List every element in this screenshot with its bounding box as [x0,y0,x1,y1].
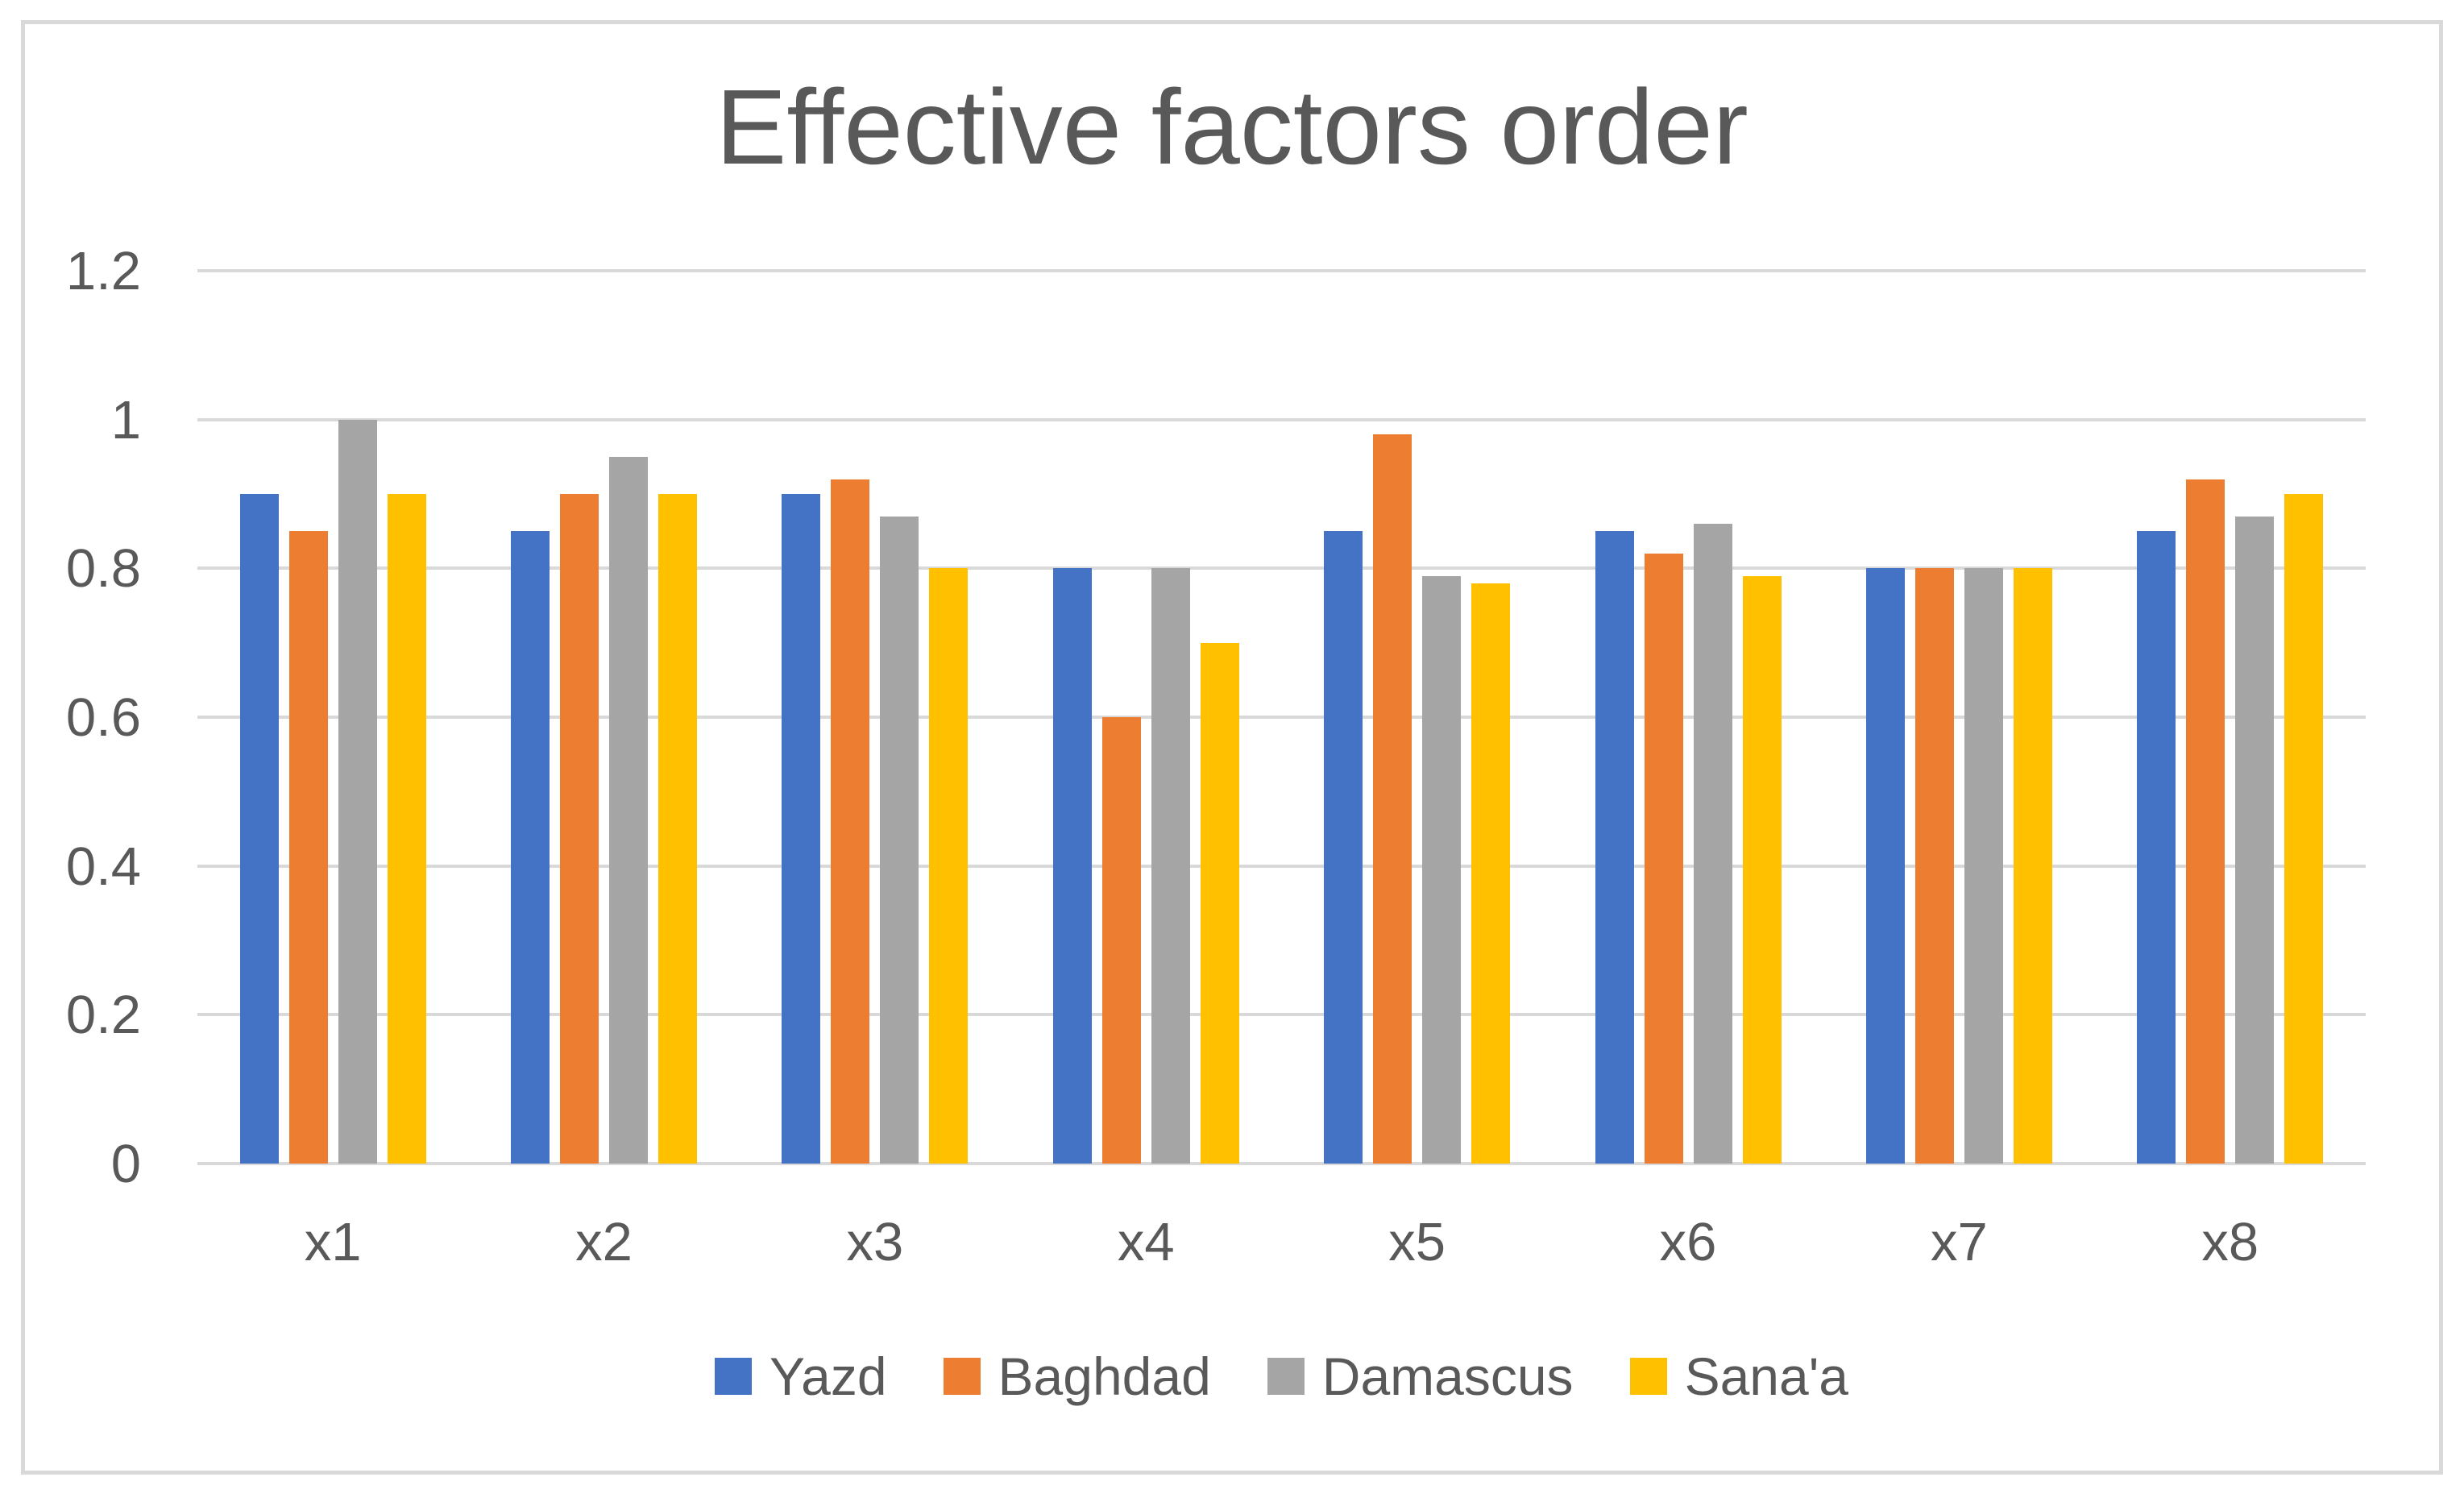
bar-sanaa-x5 [1471,583,1511,1164]
plot-area [197,269,2366,1165]
bar-sanaa-x2 [658,494,698,1164]
bar-damascus-x3 [880,516,919,1164]
xtick-label-x5: x5 [1388,1212,1446,1272]
bar-damascus-x2 [609,456,649,1164]
xtick-label-x1: x1 [304,1212,362,1272]
legend-swatch-baghdad [943,1358,981,1395]
bar-sanaa-x4 [1200,642,1239,1164]
bar-yazd-x5 [1324,531,1363,1164]
legend-swatch-sanaa [1629,1358,1667,1395]
bar-group-x2 [468,271,739,1164]
bar-group-x1 [197,271,468,1164]
bar-baghdad-x8 [2186,479,2225,1164]
legend: Yazd Baghdad Damascus Sana'a [197,1339,2366,1413]
xtick-label-x7: x7 [1931,1212,1988,1272]
xtick-label-x3: x3 [846,1212,904,1272]
bar-damascus-x4 [1151,568,1190,1164]
bar-yazd-x3 [782,494,821,1164]
bar-sanaa-x6 [1742,575,1782,1164]
bar-baghdad-x2 [560,494,599,1164]
bar-group-x4 [1010,271,1281,1164]
gridline-y-1.2 [197,269,2366,272]
ytick-label-0: 0 [110,1134,141,1194]
x-axis-line [197,1162,2366,1165]
bar-group-x7 [1823,271,2094,1164]
ytick-label-1.2: 1.2 [65,241,141,301]
legend-item-sanaa: Sana'a [1629,1339,1849,1413]
bar-damascus-x6 [1693,523,1732,1164]
xtick-label-x4: x4 [1117,1212,1175,1272]
legend-item-baghdad: Baghdad [943,1339,1211,1413]
legend-label: Baghdad [998,1346,1211,1406]
bar-baghdad-x1 [288,531,328,1164]
bar-yazd-x4 [1052,568,1092,1164]
bar-yazd-x2 [511,531,550,1164]
gridline-y-0.2 [197,1013,2366,1017]
bar-group-x8 [2095,271,2366,1164]
gridline-y-0.6 [197,716,2366,719]
xtick-label-x6: x6 [1659,1212,1717,1272]
bar-yazd-x6 [1595,531,1634,1164]
legend-swatch-yazd [714,1358,752,1395]
ytick-label-1: 1 [110,389,141,450]
gridline-y-0.8 [197,566,2366,571]
bar-damascus-x8 [2235,516,2275,1164]
y-axis-tick-labels: 1.2 1 0.8 0.6 0.4 0.2 0 [0,244,141,1191]
xtick-label-x8: x8 [2201,1212,2259,1272]
gridline-y-1 [197,417,2366,421]
legend-label: Damascus [1321,1346,1574,1406]
bar-damascus-x5 [1422,575,1462,1164]
bar-group-x3 [740,271,1010,1164]
bar-yazd-x7 [1865,568,1905,1164]
legend-swatch-damascus [1267,1358,1305,1395]
ytick-label-0.2: 0.2 [65,985,141,1046]
legend-label: Yazd [769,1346,887,1406]
bar-baghdad-x3 [831,479,870,1164]
bar-group-x5 [1282,271,1553,1164]
ytick-label-0.6: 0.6 [65,687,141,748]
bar-damascus-x7 [1964,568,2003,1164]
gridline-y-0.4 [197,864,2366,868]
bar-sanaa-x7 [2013,568,2052,1164]
bar-baghdad-x5 [1373,434,1412,1164]
legend-item-yazd: Yazd [714,1339,887,1413]
ytick-label-0.8: 0.8 [65,538,141,600]
x-axis-category-labels: x1 x2 x3 x4 x5 x6 x7 x8 [197,1209,2366,1276]
bar-sanaa-x3 [929,568,969,1164]
bar-group-x6 [1553,271,1823,1164]
bars-layer [197,271,2366,1164]
bar-baghdad-x7 [1914,568,1954,1164]
ytick-label-0.4: 0.4 [65,836,141,897]
bar-damascus-x1 [338,419,377,1164]
bar-yazd-x1 [239,494,279,1164]
legend-label: Sana'a [1684,1346,1849,1406]
bar-sanaa-x8 [2284,494,2324,1164]
legend-item-damascus: Damascus [1267,1339,1574,1413]
chart-title: Effective factors order [716,68,1748,186]
bar-baghdad-x6 [1644,553,1683,1164]
xtick-label-x2: x2 [575,1212,633,1272]
bar-sanaa-x1 [387,494,426,1164]
bar-yazd-x8 [2137,531,2176,1164]
bar-baghdad-x4 [1101,717,1141,1164]
